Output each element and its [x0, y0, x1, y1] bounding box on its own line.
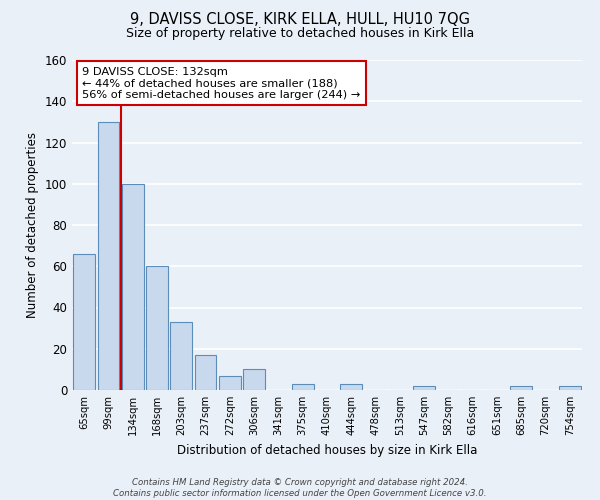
Bar: [146, 266, 168, 390]
Bar: [97, 122, 119, 390]
Bar: [122, 184, 143, 390]
X-axis label: Distribution of detached houses by size in Kirk Ella: Distribution of detached houses by size …: [177, 444, 477, 456]
Bar: [413, 386, 435, 390]
Bar: [219, 376, 241, 390]
Bar: [511, 386, 532, 390]
Bar: [194, 355, 217, 390]
Text: Size of property relative to detached houses in Kirk Ella: Size of property relative to detached ho…: [126, 28, 474, 40]
Bar: [170, 322, 192, 390]
Text: Contains HM Land Registry data © Crown copyright and database right 2024.
Contai: Contains HM Land Registry data © Crown c…: [113, 478, 487, 498]
Text: 9, DAVISS CLOSE, KIRK ELLA, HULL, HU10 7QG: 9, DAVISS CLOSE, KIRK ELLA, HULL, HU10 7…: [130, 12, 470, 28]
Y-axis label: Number of detached properties: Number of detached properties: [26, 132, 39, 318]
Text: 9 DAVISS CLOSE: 132sqm
← 44% of detached houses are smaller (188)
56% of semi-de: 9 DAVISS CLOSE: 132sqm ← 44% of detached…: [82, 66, 361, 100]
Bar: [243, 370, 265, 390]
Bar: [292, 384, 314, 390]
Bar: [559, 386, 581, 390]
Bar: [340, 384, 362, 390]
Bar: [73, 254, 95, 390]
